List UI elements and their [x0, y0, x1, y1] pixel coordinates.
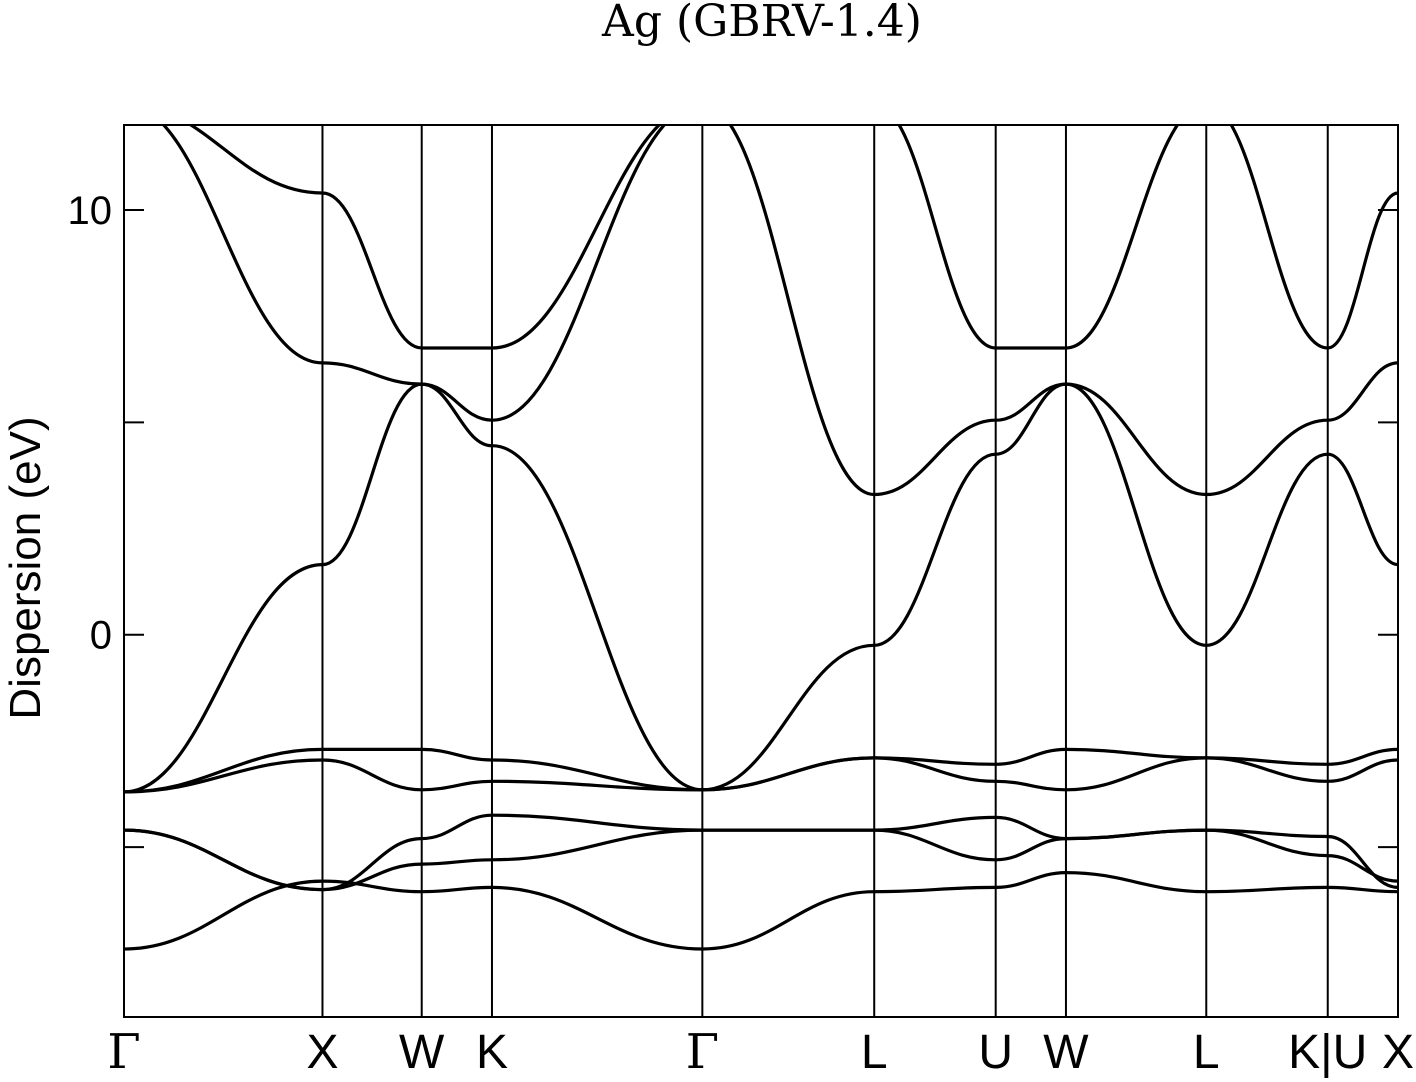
kpoint-label: L	[1193, 1026, 1220, 1079]
band-line	[124, 871, 1398, 951]
kpoint-label: K|U	[1288, 1026, 1367, 1079]
band-line	[124, 747, 1398, 794]
kpoint-label: Γ	[107, 1024, 140, 1080]
kpoint-label: Γ	[686, 1024, 719, 1080]
band-lines	[124, 125, 1398, 951]
high-symmetry-lines	[321, 125, 1329, 1017]
kpoint-label: L	[861, 1026, 888, 1079]
kpoint-labels: Γ X W K Γ L U W L K|U X	[107, 1024, 1414, 1080]
band-line	[187, 125, 1398, 350]
kpoint-label: X	[1382, 1026, 1414, 1079]
y-axis-ticks: 0 10	[68, 189, 1398, 849]
y-tick-label: 0	[90, 614, 112, 658]
y-tick-label: 10	[68, 189, 113, 233]
band-line	[161, 125, 1398, 497]
kpoint-label: K	[476, 1026, 508, 1079]
chart-title: Ag (GBRV-1.4)	[601, 0, 922, 47]
kpoint-label: U	[978, 1026, 1013, 1079]
kpoint-label: W	[399, 1026, 445, 1079]
kpoint-label: W	[1043, 1026, 1089, 1079]
kpoint-label: X	[306, 1026, 338, 1079]
band-line	[124, 382, 1398, 794]
plot-frame	[123, 124, 1399, 1018]
band-line	[124, 813, 1398, 892]
y-axis-label: Dispersion (eV)	[1, 416, 50, 719]
